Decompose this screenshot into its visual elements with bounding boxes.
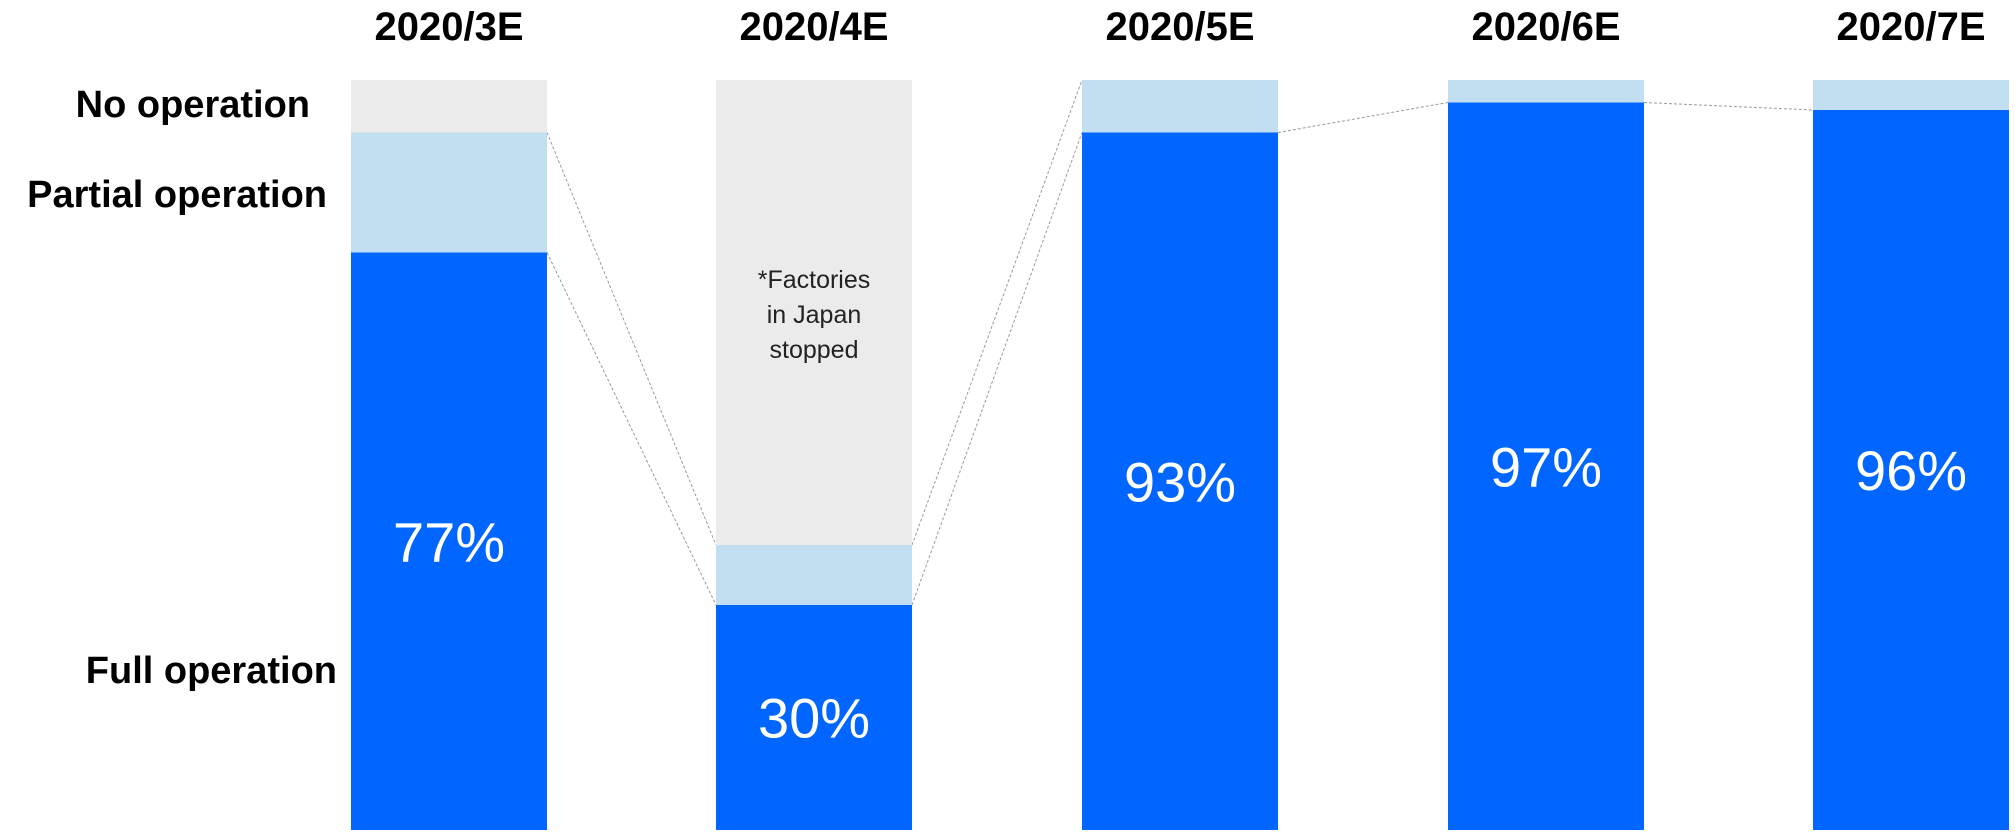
category-label: 2020/7E — [1836, 5, 1985, 49]
bar-partial-operation-2020-7e — [1813, 80, 2009, 110]
value-label: 77% — [393, 510, 505, 573]
bar-partial-operation-2020-5e — [1082, 80, 1278, 133]
bar-full-operation-2020-3e — [351, 252, 547, 830]
legend-label-full-operation: Full operation — [86, 650, 337, 692]
annotation: *Factories in Japan stopped — [758, 266, 871, 364]
bars — [351, 80, 2009, 830]
bar-full-operation-2020-5e — [1082, 132, 1278, 830]
bar-full-operation-2020-7e — [1813, 110, 2009, 830]
connector-lines — [546, 79, 1814, 606]
category-labels: 2020/3E 2020/4E 2020/5E 2020/6E 2020/7E — [374, 5, 1985, 49]
value-label: 93% — [1124, 450, 1236, 513]
bar-no-operation-2020-4e — [716, 80, 912, 545]
connector-line — [911, 132, 1083, 606]
connector-line — [546, 252, 717, 606]
connector-line — [546, 132, 717, 546]
bar-full-operation-2020-4e — [716, 605, 912, 830]
bar-partial-operation-2020-6e — [1448, 80, 1644, 103]
legend-label-no-operation: No operation — [76, 84, 310, 126]
legend-label-partial-operation: Partial operation — [27, 174, 327, 216]
value-label: 30% — [758, 687, 870, 750]
bar-full-operation-2020-6e — [1448, 102, 1644, 830]
value-label: 97% — [1490, 435, 1602, 498]
connector-line — [1277, 102, 1449, 133]
annotation-text: *Factories in Japan stopped — [758, 266, 871, 364]
value-label: 96% — [1855, 439, 1967, 502]
bar-partial-operation-2020-4e — [716, 545, 912, 605]
category-label: 2020/4E — [739, 5, 888, 49]
category-label: 2020/6E — [1471, 5, 1620, 49]
connector-line — [911, 79, 1083, 546]
legend-labels: Full operation Partial operation No operat… — [27, 84, 337, 692]
value-labels: 77% 30% 93% 97% 96% — [393, 435, 1967, 749]
category-label: 2020/5E — [1105, 5, 1254, 49]
category-label: 2020/3E — [374, 5, 523, 49]
connector-line — [1643, 102, 1814, 111]
bar-no-operation-2020-3e — [351, 80, 547, 133]
bar-partial-operation-2020-3e — [351, 132, 547, 253]
